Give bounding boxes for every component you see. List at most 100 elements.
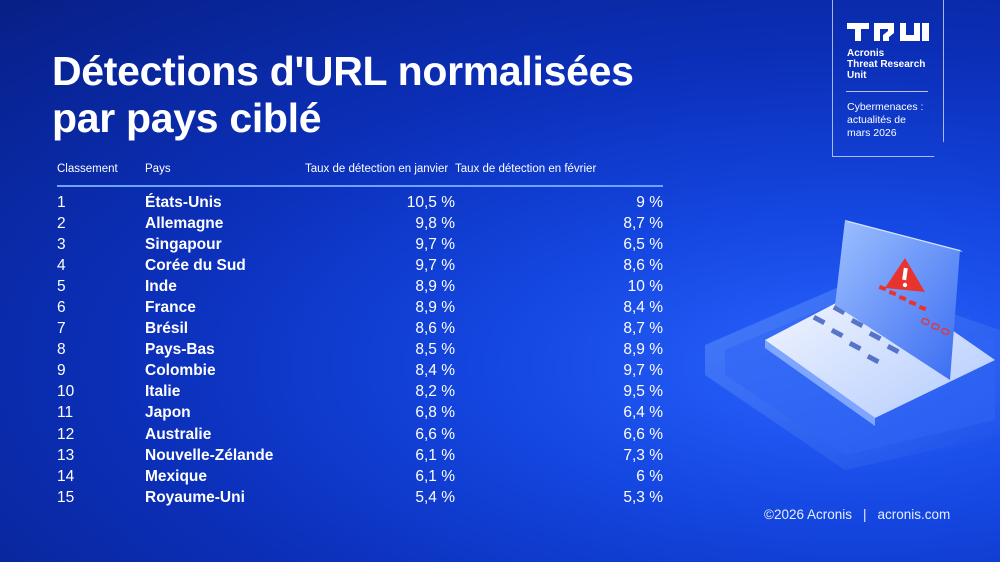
country-cell: Pays-Bas: [145, 341, 215, 359]
table-row: 3 Singapour 9,7 % 6,5 %: [57, 234, 663, 255]
table-row: 4 Corée du Sud 9,7 % 8,6 %: [57, 255, 663, 276]
country-cell: Nouvelle-Zélande: [145, 446, 274, 464]
badge-divider: [846, 91, 928, 92]
rank-cell: 10: [57, 383, 75, 401]
tru-unit-line-2: Threat Research: [847, 59, 926, 70]
table-header-row: Classement Pays Taux de détection en jan…: [57, 160, 663, 186]
acronis-tru-logo-icon: [847, 23, 929, 41]
country-cell: Singapour: [145, 235, 222, 253]
february-rate-cell: 10 %: [627, 277, 663, 295]
table-row: 10 Italie 8,2 % 9,5 %: [57, 382, 663, 403]
country-cell: Corée du Sud: [145, 256, 246, 274]
footer-copyright: ©2026 Acronis: [764, 507, 853, 522]
february-rate-cell: 8,6 %: [623, 256, 663, 274]
footer-site-link[interactable]: acronis.com: [877, 507, 951, 522]
rank-cell: 15: [57, 488, 75, 506]
january-rate-cell: 6,1 %: [415, 467, 455, 485]
header-rank: Classement: [57, 163, 118, 175]
country-cell: Inde: [145, 277, 177, 295]
report-subtitle: Cybermenaces : actualités de mars 2026: [847, 101, 939, 140]
january-rate-cell: 10,5 %: [406, 193, 455, 211]
country-cell: Italie: [145, 383, 181, 401]
footer-separator: |: [863, 507, 867, 522]
january-rate-cell: 9,7 %: [415, 235, 455, 253]
title-line-1: Détections d'URL normalisées: [52, 48, 634, 94]
header-january: Taux de détection en janvier: [305, 163, 449, 175]
table-row: 11 Japon 6,8 % 6,4 %: [57, 403, 663, 424]
country-cell: Mexique: [145, 467, 208, 485]
country-cell: Australie: [145, 425, 212, 443]
table-row: 14 Mexique 6,1 % 6 %: [57, 466, 663, 487]
report-subtitle-line-1: Cybermenaces :: [847, 101, 924, 113]
tru-unit-line-3: Unit: [847, 70, 867, 81]
country-cell: États-Unis: [145, 193, 222, 211]
rank-cell: 2: [57, 214, 66, 232]
rank-cell: 5: [57, 277, 66, 295]
february-rate-cell: 6,6 %: [623, 425, 663, 443]
january-rate-cell: 8,9 %: [415, 299, 455, 317]
rank-cell: 12: [57, 425, 75, 443]
rank-cell: 14: [57, 467, 75, 485]
january-rate-cell: 6,1 %: [415, 446, 455, 464]
rank-cell: 7: [57, 320, 66, 338]
rank-cell: 8: [57, 341, 66, 359]
country-cell: Brésil: [145, 320, 189, 338]
february-rate-cell: 8,9 %: [623, 341, 663, 359]
february-rate-cell: 9 %: [636, 193, 663, 211]
rank-cell: 6: [57, 299, 66, 317]
february-rate-cell: 6 %: [636, 467, 663, 485]
january-rate-cell: 6,6 %: [415, 425, 455, 443]
february-rate-cell: 9,5 %: [623, 383, 663, 401]
january-rate-cell: 5,4 %: [415, 488, 455, 506]
table-row: 15 Royaume-Uni 5,4 % 5,3 %: [57, 487, 663, 508]
january-rate-cell: 6,8 %: [415, 404, 455, 422]
rank-cell: 4: [57, 256, 66, 274]
january-rate-cell: 8,9 %: [415, 277, 455, 295]
table-row: 6 France 8,9 % 8,4 %: [57, 297, 663, 318]
table-row: 1 États-Unis 10,5 % 9 %: [57, 186, 663, 213]
table-row: 12 Australie 6,6 % 6,6 %: [57, 424, 663, 445]
tru-badge-frame: [832, 0, 944, 157]
country-cell: Allemagne: [145, 214, 224, 232]
table-row: 7 Brésil 8,6 % 8,7 %: [57, 319, 663, 340]
january-rate-cell: 9,7 %: [415, 256, 455, 274]
table-row: 9 Colombie 8,4 % 9,7 %: [57, 361, 663, 382]
detections-table: Classement Pays Taux de détection en jan…: [57, 160, 663, 508]
january-rate-cell: 8,2 %: [415, 383, 455, 401]
rank-cell: 13: [57, 446, 75, 464]
february-rate-cell: 9,7 %: [623, 362, 663, 380]
header-country: Pays: [145, 163, 171, 175]
country-cell: France: [145, 299, 196, 317]
page-title: Détections d'URL normalisées par pays ci…: [52, 48, 692, 142]
january-rate-cell: 8,6 %: [415, 320, 455, 338]
february-rate-cell: 8,4 %: [623, 299, 663, 317]
report-subtitle-line-3: mars 2026: [847, 127, 897, 139]
january-rate-cell: 8,5 %: [415, 341, 455, 359]
table-row: 5 Inde 8,9 % 10 %: [57, 276, 663, 297]
country-cell: Royaume-Uni: [145, 488, 245, 506]
title-line-2: par pays ciblé: [52, 95, 322, 141]
february-rate-cell: 8,7 %: [623, 320, 663, 338]
tru-unit-name: Acronis Threat Research Unit: [847, 48, 939, 81]
country-cell: Colombie: [145, 362, 216, 380]
footer: ©2026 Acronis | acronis.com: [764, 507, 950, 522]
rank-cell: 11: [57, 404, 74, 422]
february-rate-cell: 5,3 %: [623, 488, 663, 506]
february-rate-cell: 6,4 %: [623, 404, 663, 422]
header-february: Taux de détection en février: [455, 163, 597, 175]
rank-cell: 3: [57, 235, 66, 253]
laptop-warning-icon: [705, 220, 1000, 470]
january-rate-cell: 9,8 %: [415, 214, 455, 232]
january-rate-cell: 8,4 %: [415, 362, 455, 380]
table-row: 2 Allemagne 9,8 % 8,7 %: [57, 213, 663, 234]
rank-cell: 9: [57, 362, 66, 380]
table-row: 13 Nouvelle-Zélande 6,1 % 7,3 %: [57, 445, 663, 466]
february-rate-cell: 6,5 %: [623, 235, 663, 253]
table-row: 8 Pays-Bas 8,5 % 8,9 %: [57, 340, 663, 361]
country-cell: Japon: [145, 404, 191, 422]
report-subtitle-line-2: actualités de: [847, 114, 906, 126]
february-rate-cell: 7,3 %: [623, 446, 663, 464]
rank-cell: 1: [57, 193, 66, 211]
tru-unit-line-1: Acronis: [847, 48, 885, 59]
february-rate-cell: 8,7 %: [623, 214, 663, 232]
